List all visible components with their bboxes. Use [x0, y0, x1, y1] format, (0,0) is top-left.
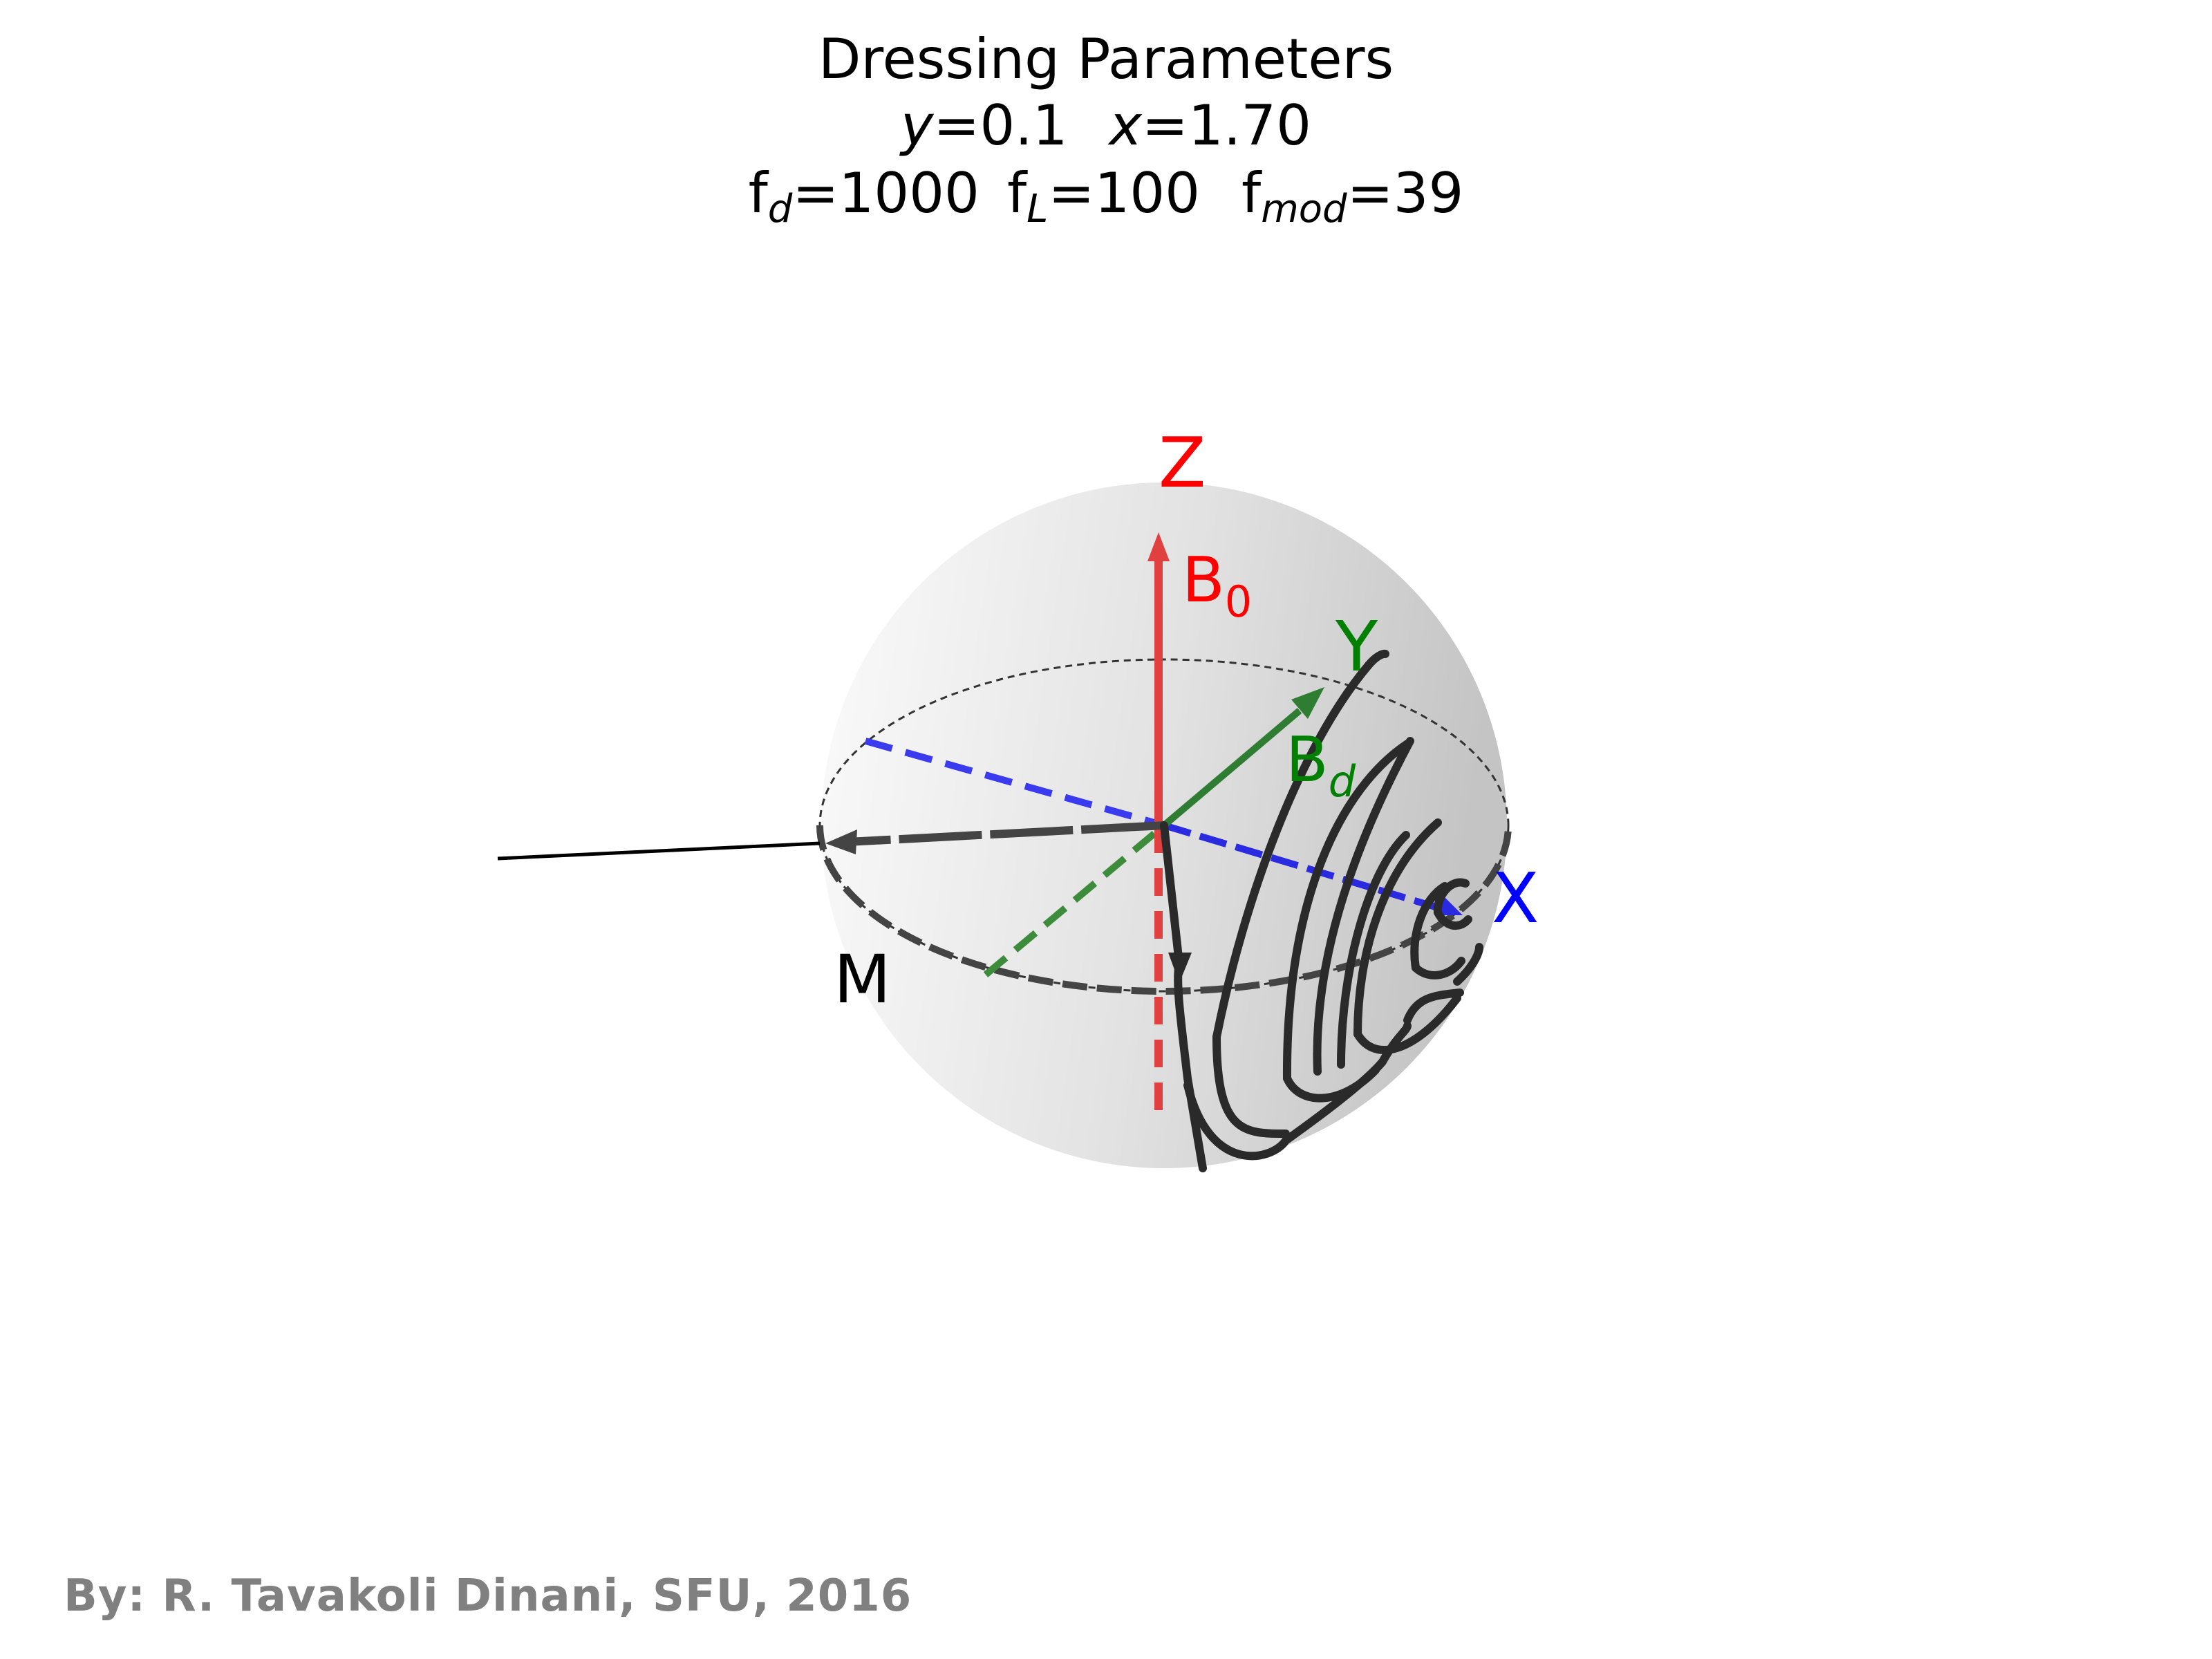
m-extension-line	[497, 841, 821, 861]
y-axis-front	[1161, 708, 1302, 828]
m-vector-line	[847, 821, 1165, 846]
x-axis-back	[864, 738, 1165, 829]
title-line-2: y=0.1 x=1.70	[0, 98, 2212, 153]
x-value: =1.70	[1141, 93, 1312, 158]
m-arrowhead	[825, 830, 857, 854]
z-axis-label: Z	[1159, 422, 1206, 503]
fmod-base: f	[1241, 161, 1262, 225]
bd-arrowhead	[1291, 687, 1324, 719]
fl-value: =100	[1048, 161, 1201, 225]
bd-base: B	[1286, 724, 1329, 796]
x-axis-front	[1163, 822, 1446, 913]
fmod-value: =39	[1347, 161, 1464, 225]
fl-base: f	[1006, 161, 1027, 225]
credit-text: By: R. Tavakoli Dinani, SFU, 2016	[64, 1571, 912, 1622]
y-variable: y	[900, 93, 934, 158]
fmod-subscript: mod	[1261, 187, 1347, 232]
title-text: Dressing Parameters	[818, 27, 1394, 91]
y-value: =0.1	[933, 93, 1068, 158]
title-line-1: Dressing Parameters	[0, 32, 2212, 87]
y-axis-label: Y	[1335, 606, 1378, 687]
x-variable: x	[1109, 93, 1142, 158]
title-line-3: fd=1000 fL=100 fmod=39	[0, 166, 2212, 229]
fd-value: =1000	[792, 161, 980, 225]
trajectory	[1160, 649, 1483, 1172]
fl-subscript: L	[1027, 187, 1049, 232]
trajectory-arrowhead	[1168, 953, 1192, 983]
b0-label: B0	[1182, 544, 1252, 627]
y-axis-back	[983, 823, 1167, 977]
fd-subscript: d	[767, 187, 793, 232]
x-axis-label: X	[1492, 858, 1539, 939]
equator-front-thick	[816, 825, 1512, 995]
b0-subscript: 0	[1225, 577, 1252, 627]
m-label: M	[834, 941, 891, 1018]
bd-label: Bd	[1286, 724, 1356, 807]
fd-base: f	[748, 161, 768, 225]
bd-subscript: d	[1329, 756, 1356, 807]
b0-arrowhead	[1147, 532, 1170, 561]
b0-base: B	[1182, 544, 1225, 617]
